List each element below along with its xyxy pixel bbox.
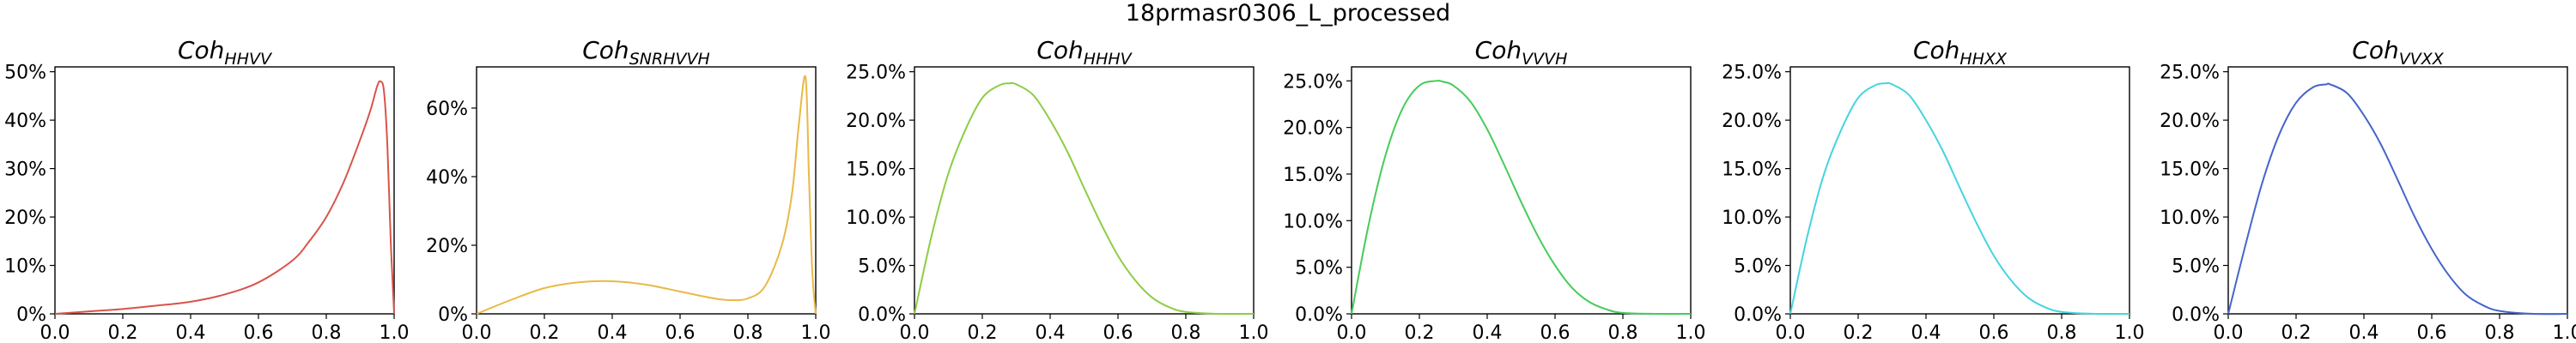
- x-tick-label: 0.4: [1911, 322, 1941, 343]
- panel-title: CohVVXX: [2352, 36, 2444, 69]
- x-tick-label: 0.6: [1540, 322, 1571, 343]
- x-tick-label: 0.2: [1405, 322, 1435, 343]
- x-tick-label: 1.0: [380, 322, 410, 343]
- y-tick-label: 40%: [426, 167, 468, 189]
- y-tick-label: 20.0%: [2160, 111, 2220, 132]
- x-tick-label: 0.0: [900, 322, 930, 343]
- x-tick-label: 0.6: [1103, 322, 1133, 343]
- plot-area-frame: [476, 66, 817, 315]
- y-tick-label: 25.0%: [2160, 63, 2220, 84]
- plot-area-frame: [1789, 66, 2130, 315]
- y-tick-label: 5.0%: [1734, 256, 1782, 278]
- panel-title: CohHHHV: [1036, 36, 1133, 69]
- y-tick-label: 40%: [4, 111, 46, 132]
- plot-area-frame: [2227, 66, 2568, 315]
- x-tick-label: 0.0: [462, 322, 492, 343]
- series-line: [2227, 82, 2568, 316]
- x-tick-label: 0.4: [1036, 322, 1066, 343]
- panel-title: CohVVVH: [1475, 36, 1568, 69]
- y-tick-label: 15.0%: [1283, 165, 1343, 186]
- y-tick-label: 15.0%: [846, 159, 906, 181]
- y-tick-label: 10.0%: [2160, 208, 2220, 229]
- plot-area-frame: [914, 66, 1255, 315]
- x-tick-label: 0.2: [530, 322, 560, 343]
- y-tick-label: 0.0%: [1734, 304, 1782, 326]
- x-tick-label: 0.8: [733, 322, 763, 343]
- x-tick-label: 0.8: [1608, 322, 1638, 343]
- x-tick-label: 1.0: [801, 322, 831, 343]
- x-tick-label: 0.8: [2047, 322, 2077, 343]
- x-tick-label: 0.6: [244, 322, 274, 343]
- y-tick-label: 15.0%: [1722, 159, 1782, 181]
- series-line: [476, 75, 817, 315]
- y-tick-label: 20%: [426, 236, 468, 257]
- figure-title: 18prmasr0306_L_processed: [1125, 0, 1451, 27]
- y-tick-label: 20.0%: [846, 111, 906, 132]
- y-tick-label: 0.0%: [858, 304, 906, 326]
- x-tick-label: 0.0: [40, 322, 70, 343]
- panel-title: CohHHXX: [1913, 36, 2008, 69]
- x-tick-label: 1.0: [1239, 322, 1269, 343]
- panel-title: CohSNRHVVH: [582, 36, 709, 69]
- x-tick-label: 0.2: [108, 322, 138, 343]
- x-tick-label: 0.4: [176, 322, 206, 343]
- x-tick-label: 1.0: [2553, 322, 2576, 343]
- y-tick-label: 30%: [4, 159, 46, 181]
- x-tick-label: 0.8: [1171, 322, 1201, 343]
- x-tick-label: 0.4: [2349, 322, 2379, 343]
- x-tick-label: 0.4: [1473, 322, 1503, 343]
- x-tick-label: 0.2: [2281, 322, 2312, 343]
- y-tick-label: 5.0%: [2172, 256, 2220, 278]
- x-tick-label: 0.2: [968, 322, 998, 343]
- y-tick-label: 20.0%: [1722, 111, 1782, 132]
- x-tick-label: 0.8: [312, 322, 342, 343]
- x-tick-label: 0.0: [1337, 322, 1367, 343]
- y-tick-label: 0%: [16, 304, 46, 326]
- x-tick-label: 0.0: [1776, 322, 1806, 343]
- y-tick-label: 20.0%: [1283, 118, 1343, 140]
- panel-title: CohHHVV: [178, 36, 273, 69]
- y-tick-label: 5.0%: [858, 256, 906, 278]
- y-tick-label: 10%: [4, 256, 46, 278]
- x-tick-label: 0.6: [1979, 322, 2009, 343]
- series-line: [1351, 80, 1692, 316]
- y-tick-label: 0.0%: [1295, 304, 1343, 326]
- x-tick-label: 1.0: [1676, 322, 1706, 343]
- series-line: [1789, 81, 2130, 316]
- y-tick-label: 0.0%: [2172, 304, 2220, 326]
- series-line: [54, 80, 395, 315]
- y-tick-label: 0%: [438, 304, 468, 326]
- x-tick-label: 0.8: [2485, 322, 2515, 343]
- x-tick-label: 0.4: [598, 322, 628, 343]
- y-tick-label: 20%: [4, 208, 46, 229]
- plot-area-frame: [54, 66, 395, 315]
- y-tick-label: 10.0%: [1722, 208, 1782, 229]
- y-tick-label: 50%: [4, 63, 46, 84]
- x-tick-label: 0.0: [2214, 322, 2244, 343]
- y-tick-label: 25.0%: [1283, 71, 1343, 93]
- y-tick-label: 25.0%: [1722, 63, 1782, 84]
- y-tick-label: 10.0%: [846, 208, 906, 229]
- x-tick-label: 1.0: [2115, 322, 2145, 343]
- y-tick-label: 25.0%: [846, 63, 906, 84]
- y-tick-label: 5.0%: [1295, 258, 1343, 280]
- plot-area-frame: [1351, 66, 1692, 315]
- y-tick-label: 60%: [426, 99, 468, 120]
- series-line: [914, 81, 1255, 316]
- y-tick-label: 10.0%: [1283, 211, 1343, 232]
- x-tick-label: 0.6: [2417, 322, 2447, 343]
- y-tick-label: 15.0%: [2160, 159, 2220, 181]
- x-tick-label: 0.2: [1844, 322, 1874, 343]
- x-tick-label: 0.6: [665, 322, 696, 343]
